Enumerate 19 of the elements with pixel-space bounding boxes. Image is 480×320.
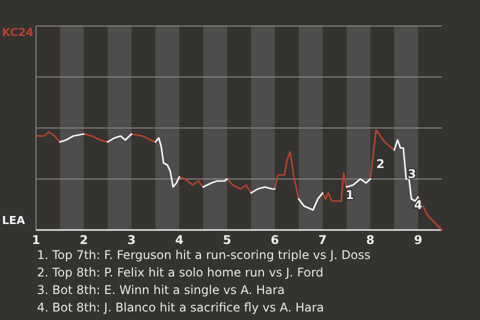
text: 4. Bot 8th: J. Blanco hit a sacrifice fly vs A. Hara <box>37 300 324 314</box>
x-tick-label: 7 <box>318 233 327 247</box>
x-tick-label: 5 <box>222 233 232 247</box>
text: 2. Top 8th: P. Felix hit a solo home run vs J. Ford <box>37 266 324 280</box>
x-tick-label: 4 <box>175 233 184 247</box>
annotation: 3 <box>408 167 416 182</box>
annotation: 4 <box>414 198 422 212</box>
text: LEA <box>2 214 26 227</box>
x-tick-label: 6 <box>270 233 280 247</box>
x-tick-label: 2 <box>80 233 88 247</box>
annotation: 1 <box>346 188 354 202</box>
text: 3. Bot 8th: E. Winn hit a single vs A. Hara <box>37 283 285 297</box>
annotation: 2 <box>376 157 385 172</box>
x-tick-label: 8 <box>366 233 375 247</box>
x-tick-label: 1 <box>32 233 40 247</box>
x-tick-label: 3 <box>127 233 136 247</box>
x-tick-label: 9 <box>414 233 422 247</box>
text: KC24 <box>2 26 34 39</box>
text: 1. Top 7th: F. Ferguson hit a run-scoring triple vs J. Doss <box>37 248 370 262</box>
